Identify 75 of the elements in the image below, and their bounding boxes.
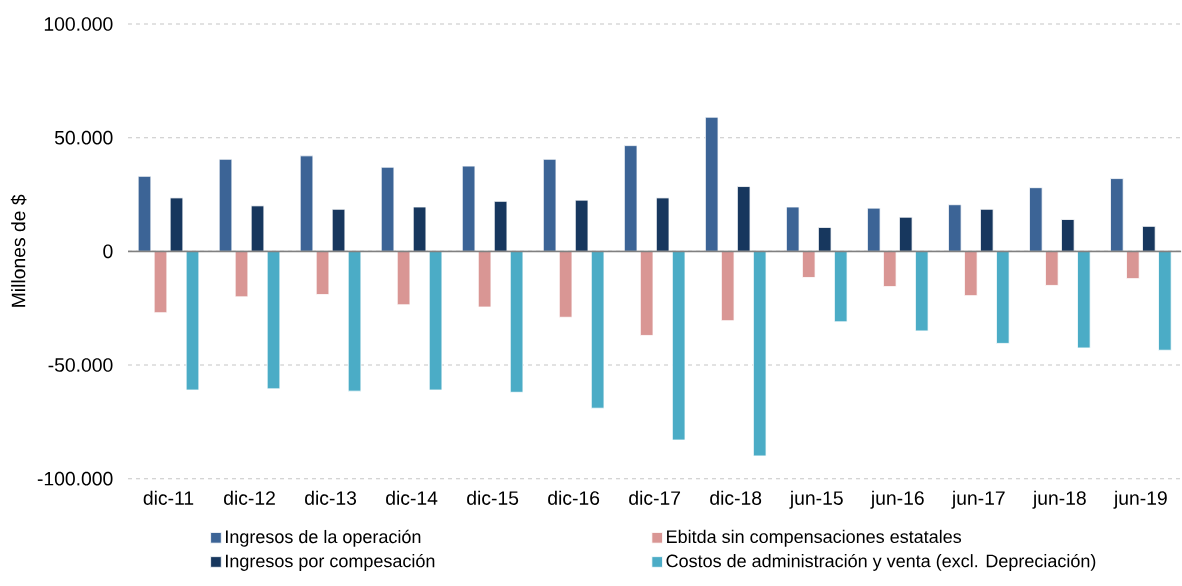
bar — [477, 250, 492, 308]
bar — [867, 207, 881, 252]
bar — [542, 158, 557, 252]
bar — [980, 208, 994, 252]
legend-label: Ingresos de la operación — [226, 529, 421, 547]
bar — [833, 250, 848, 323]
y-tick-label: -50.000 — [48, 358, 113, 372]
bar — [915, 250, 929, 332]
bar — [1126, 250, 1140, 280]
bar — [964, 250, 978, 297]
legend-label: Costos de administración y venta (excl. Depreciación) — [666, 553, 1096, 571]
bar — [1077, 250, 1091, 349]
y-tick-label: 100.000 — [44, 17, 113, 31]
bar — [639, 250, 654, 336]
bar — [720, 250, 735, 322]
x-tick-label: jun-16 — [870, 490, 924, 509]
bar — [1110, 178, 1124, 252]
x-tick-label: jun-19 — [1113, 490, 1167, 509]
bar — [493, 200, 508, 252]
bar — [590, 250, 605, 409]
x-tick-label: jun-15 — [789, 490, 843, 509]
bar — [752, 250, 767, 457]
bar — [412, 206, 427, 252]
legend-label: Ingresos por compesación — [226, 553, 435, 571]
bar — [1158, 250, 1172, 351]
bar — [428, 250, 443, 391]
x-tick-label: dic-13 — [305, 490, 357, 505]
bar — [817, 227, 832, 252]
bar — [250, 205, 265, 252]
x-tick-label: dic-15 — [467, 490, 519, 505]
x-tick-label: dic-18 — [710, 490, 762, 505]
bar — [948, 204, 962, 252]
bar — [704, 116, 719, 252]
bar — [218, 158, 233, 252]
x-tick-label: jun-18 — [1032, 490, 1086, 509]
bar — [558, 250, 573, 318]
bar — [169, 197, 184, 252]
x-tick-label: dic-17 — [629, 490, 681, 505]
bar — [899, 216, 913, 252]
bar — [801, 250, 816, 278]
bar — [396, 250, 411, 306]
bar — [266, 250, 281, 390]
bar — [574, 199, 589, 252]
bar — [996, 250, 1010, 344]
bar — [185, 250, 200, 391]
legend-label: Ebitda sin compensaciones estatales — [667, 529, 962, 547]
bar — [380, 166, 395, 252]
bar — [671, 250, 686, 441]
bar — [153, 250, 168, 314]
bar — [655, 197, 670, 252]
bar — [1142, 225, 1156, 252]
bar — [509, 250, 524, 393]
y-axis-title: Millones de $ — [10, 194, 27, 307]
bar — [299, 155, 314, 252]
y-tick-label: -100.000 — [37, 471, 113, 486]
bar — [137, 175, 152, 252]
y-tick-label: 0 — [103, 244, 113, 259]
x-tick-label: dic-14 — [386, 490, 438, 505]
x-tick-label: dic-12 — [224, 490, 275, 505]
bar — [461, 165, 476, 252]
bar — [347, 250, 362, 392]
x-tick-label: dic-16 — [548, 490, 600, 505]
bar — [785, 206, 800, 252]
bar — [1029, 187, 1043, 252]
x-tick-label: jun-17 — [951, 490, 1005, 509]
bar — [883, 250, 897, 287]
bar — [1045, 250, 1059, 286]
x-tick-label: dic-11 — [143, 490, 194, 505]
bar — [623, 145, 638, 252]
y-tick-label: 50.000 — [54, 130, 113, 145]
bar — [315, 250, 330, 295]
bar — [1061, 219, 1075, 252]
bar — [234, 250, 249, 298]
bar — [331, 208, 346, 252]
bar — [736, 186, 751, 252]
